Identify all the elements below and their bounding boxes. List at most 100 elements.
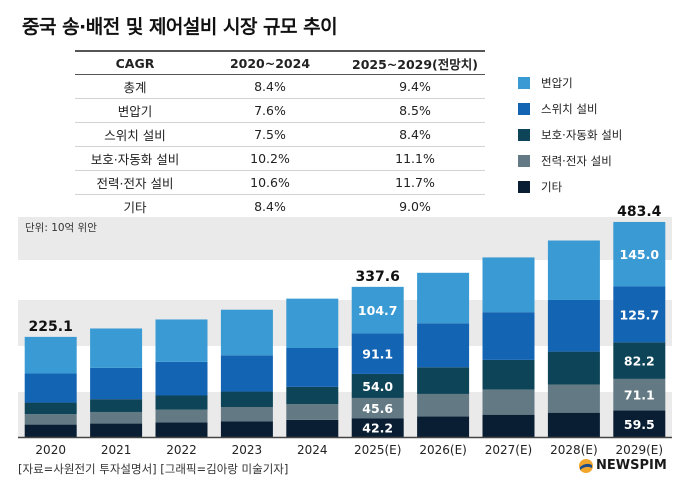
bar-segment [220,355,273,392]
cagr-row: 기타 8.4% 9.0% [75,195,485,219]
bar-segment [482,389,535,415]
cagr-value: 7.6% [195,98,345,123]
cagr-row: 보호·자동화 설비 10.2% 11.1% [75,146,485,171]
bar-segment [155,319,208,362]
bar-segment [90,411,143,424]
bar-segment [155,361,208,396]
cagr-value: 9.4% [345,74,485,99]
bar-segment [351,418,404,437]
x-tick-label: 2023 [232,443,263,457]
bar-segment [220,407,273,422]
segment-label: 42.2 [362,421,393,436]
cagr-table: CAGR 2020~2024 2025~2029(전망치) 총계 8.4% 9.… [75,50,485,218]
bar-segment [286,298,339,349]
bar-segment [24,414,77,425]
segment-label: 91.1 [362,347,393,362]
x-tick-label: 2029(E) [616,443,663,457]
bar-segment [547,240,600,300]
segment-label: 45.6 [362,401,393,416]
x-tick-label: 2021 [101,443,132,457]
bar-segment [351,333,404,374]
legend-item: 기타 [518,174,622,200]
segment-label: 54.0 [362,379,393,394]
bar-segment [90,328,143,368]
newspim-logo-icon [579,458,593,473]
cagr-header-2020-2024: 2020~2024 [195,50,345,75]
cagr-row: 전력·전자 설비 10.6% 11.7% [75,170,485,195]
chart-legend: 변압기 스위치 설비 보호·자동화 설비 전력·전자 설비 기타 [518,70,622,200]
segment-label: 104.7 [358,303,398,318]
cagr-header-label: CAGR [75,50,195,75]
bar-segment [24,424,77,437]
x-tick-label: 2027(E) [485,443,532,457]
unit-label: 단위: 10억 위안 [25,221,97,234]
source-credit: [자료=사원전기 투자설명서] [그래픽=김아랑 미술기자] [18,462,289,476]
bar-segment [155,409,208,423]
bar-segment [547,412,600,437]
cagr-row-label: 변압기 [75,98,195,123]
cagr-row-label: 총계 [75,74,195,99]
legend-label: 전력·전자 설비 [541,154,612,168]
cagr-row-label: 전력·전자 설비 [75,170,195,195]
brand-name: NEWSPIM [596,458,667,473]
total-label: 225.1 [29,319,73,335]
bar-segment [417,416,470,437]
legend-swatch [518,129,530,141]
bar-segment [90,399,143,412]
bar-segment [24,373,77,403]
bar-segment [220,309,273,356]
cagr-row: 변압기 7.6% 8.5% [75,98,485,123]
segment-label: 59.5 [624,417,655,432]
cagr-value: 7.5% [195,122,345,147]
cagr-table-header: CAGR 2020~2024 2025~2029(전망치) [75,50,485,75]
bar-segment [220,421,273,437]
legend-item: 전력·전자 설비 [518,148,622,174]
legend-label: 변압기 [541,76,573,90]
cagr-row-label: 기타 [123,200,147,215]
x-tick-label: 2026(E) [419,443,466,457]
x-tick-label: 2022 [166,443,197,457]
bar-segment [417,367,470,394]
bar-segment [613,221,666,287]
bar-segment [482,257,535,313]
legend-item: 변압기 [518,70,622,96]
cagr-value: 11.7% [345,170,485,195]
cagr-value: 8.5% [345,98,485,123]
segment-label: 145.0 [620,247,660,262]
bar-segment [613,378,666,411]
cagr-value: 11.1% [345,146,485,171]
cagr-value: 8.4% [195,74,345,99]
bar-segment [547,351,600,385]
bar-segment [613,410,666,437]
bar-segment [351,286,404,334]
legend-item: 스위치 설비 [518,96,622,122]
cagr-value: 8.4% [254,199,286,214]
bar-segment [286,419,339,437]
x-tick-label: 2020 [35,443,66,457]
legend-label: 스위치 설비 [541,102,598,116]
bar-segment [351,373,404,398]
bar-segment [547,299,600,352]
bar-segment [613,286,666,343]
bar-segment [417,272,470,324]
bar-segment [90,423,143,437]
total-label: 337.6 [356,269,400,285]
segment-label: 82.2 [624,354,655,369]
cagr-row: 총계 8.4% 9.4% [75,74,485,99]
bar-segment [417,323,470,368]
chart-title: 중국 송·배전 및 제어설비 시장 규모 추이 [22,16,338,38]
bar-segment [155,395,208,410]
bar-segment [613,342,666,379]
legend-swatch [518,155,530,167]
x-tick-label: 2025(E) [354,443,401,457]
legend-item: 보호·자동화 설비 [518,122,622,148]
bar-segment [220,391,273,408]
bar-segment [351,397,404,419]
bar-segment [90,367,143,400]
bar-segment [286,386,339,405]
legend-label: 기타 [541,180,563,194]
bar-segment [482,414,535,437]
x-tick-label: 2024 [297,443,328,457]
segment-label: 125.7 [620,307,660,322]
